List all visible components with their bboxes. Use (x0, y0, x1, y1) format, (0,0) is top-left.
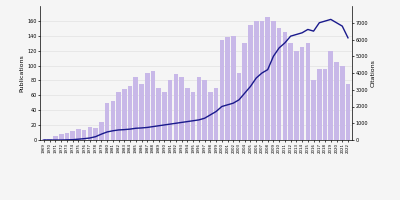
Bar (277, 28, 282, 140)
Bar (116, 92, 121, 140)
Bar (191, 92, 196, 140)
Bar (208, 92, 213, 140)
Bar (214, 88, 218, 140)
Bar (42, 139, 46, 140)
Bar (196, 77, 201, 140)
Bar (162, 92, 167, 140)
Bar (248, 25, 253, 140)
Bar (93, 128, 98, 140)
Bar (300, 47, 304, 140)
Bar (346, 84, 350, 140)
Bar (168, 80, 172, 140)
Bar (156, 88, 161, 140)
Bar (340, 66, 344, 140)
Bar (237, 73, 241, 140)
Bar (65, 133, 69, 140)
Bar (99, 122, 104, 140)
Bar (110, 101, 115, 140)
Bar (254, 21, 258, 140)
Bar (174, 74, 178, 140)
Bar (88, 127, 92, 140)
Legend: Publications, Citations: Publications, Citations (154, 197, 238, 200)
Bar (265, 17, 270, 140)
Bar (202, 80, 207, 140)
Bar (328, 51, 333, 140)
Bar (271, 21, 276, 140)
Bar (128, 86, 132, 140)
Bar (294, 51, 299, 140)
Bar (311, 80, 316, 140)
Bar (225, 37, 230, 140)
Bar (306, 43, 310, 140)
Bar (70, 131, 75, 140)
Bar (105, 103, 109, 140)
Bar (231, 36, 236, 140)
Bar (76, 129, 81, 140)
Bar (145, 73, 150, 140)
Bar (288, 43, 293, 140)
Bar (48, 139, 52, 140)
Bar (139, 84, 144, 140)
Bar (220, 40, 224, 140)
Y-axis label: Citations: Citations (371, 59, 376, 87)
Bar (323, 69, 327, 140)
Bar (53, 136, 58, 140)
Bar (59, 134, 64, 140)
Bar (185, 88, 190, 140)
Bar (122, 89, 127, 140)
Bar (179, 77, 184, 140)
Y-axis label: Publications: Publications (19, 54, 24, 92)
Bar (317, 69, 322, 140)
Bar (334, 62, 339, 140)
Bar (151, 71, 155, 140)
Bar (242, 43, 247, 140)
Bar (82, 130, 86, 140)
Bar (134, 77, 138, 140)
Bar (283, 32, 287, 140)
Bar (260, 21, 264, 140)
